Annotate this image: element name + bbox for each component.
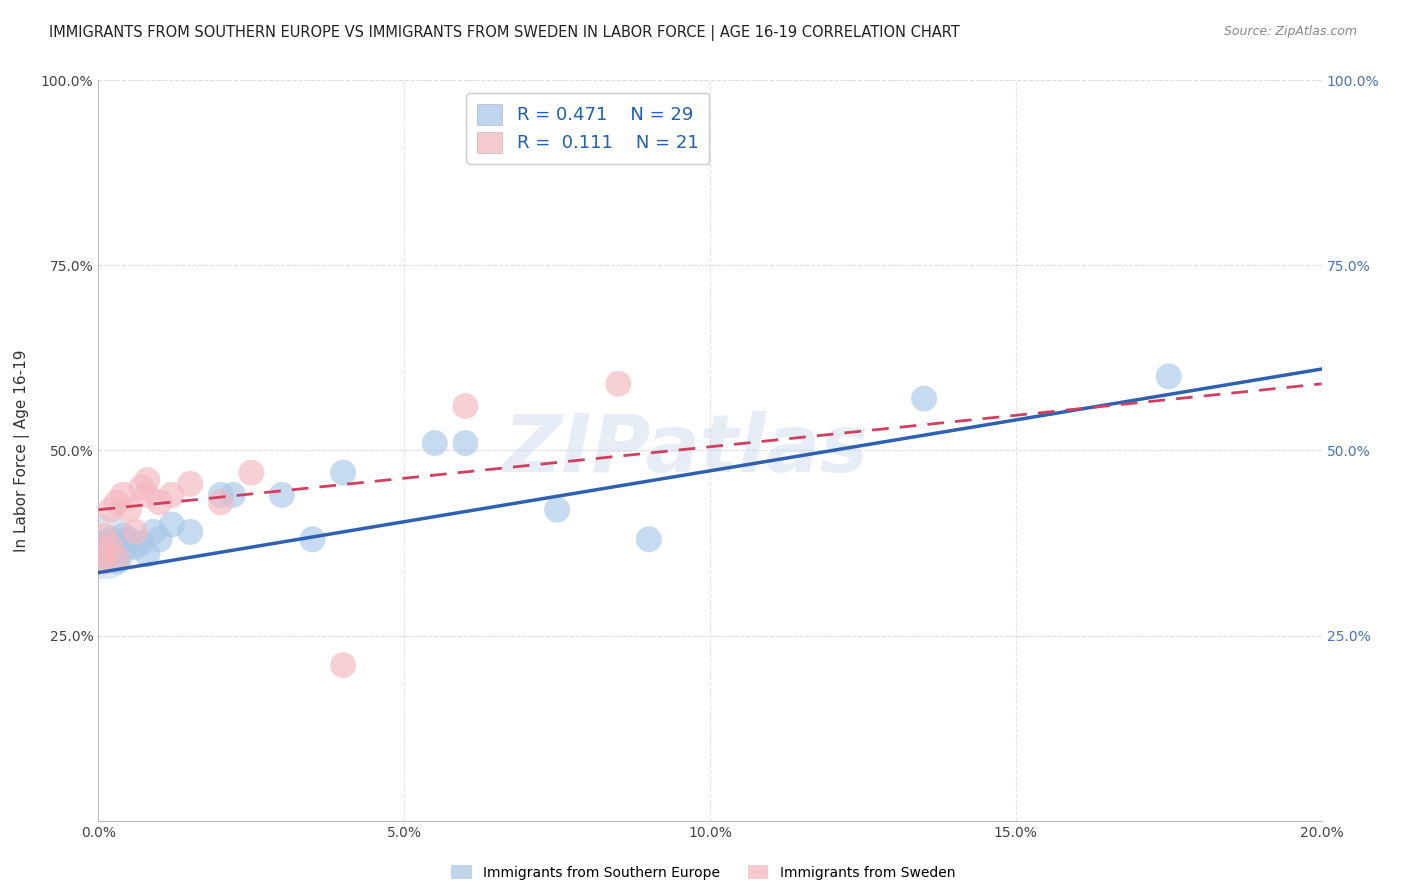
Point [423,436,446,450]
Point [136,473,159,487]
Point [105,495,128,509]
Point [124,524,146,539]
Point [93,547,115,561]
Point [111,528,134,542]
Point [149,495,172,509]
Point [118,533,141,547]
Point [100,502,122,516]
Text: Source: ZipAtlas.com: Source: ZipAtlas.com [1223,25,1357,38]
Point [1157,369,1180,384]
Point [912,392,935,406]
Point [454,399,477,413]
Point [222,488,245,502]
Point [93,550,115,565]
Point [160,517,183,532]
Legend: Immigrants from Southern Europe, Immigrants from Sweden: Immigrants from Southern Europe, Immigra… [446,859,960,885]
Point [332,658,354,673]
Point [100,540,122,554]
Point [93,543,115,558]
Y-axis label: In Labor Force | Age 16-19: In Labor Force | Age 16-19 [14,349,30,552]
Point [637,533,661,547]
Point [105,550,128,565]
Legend: R = 0.471    N = 29, R =  0.111    N = 21: R = 0.471 N = 29, R = 0.111 N = 21 [467,93,709,163]
Point [136,547,159,561]
Point [136,488,159,502]
Point [209,488,232,502]
Point [93,555,115,569]
Text: ZIPatlas: ZIPatlas [503,411,868,490]
Point [454,436,477,450]
Point [149,533,172,547]
Point [179,476,201,491]
Text: IMMIGRANTS FROM SOUTHERN EUROPE VS IMMIGRANTS FROM SWEDEN IN LABOR FORCE | AGE 1: IMMIGRANTS FROM SOUTHERN EUROPE VS IMMIG… [49,25,960,41]
Point [124,540,146,554]
Point [142,524,165,539]
Point [105,555,128,569]
Point [118,502,141,516]
Point [270,488,292,502]
Point [301,533,323,547]
Point [111,543,134,558]
Point [607,376,630,391]
Point [93,528,115,542]
Point [332,466,354,480]
Point [100,533,122,547]
Point [209,495,232,509]
Point [93,540,115,554]
Point [111,488,134,502]
Point [160,488,183,502]
Point [129,480,152,494]
Point [129,536,152,550]
Point [100,547,122,561]
Point [240,466,263,480]
Point [105,536,128,550]
Point [93,536,115,550]
Point [179,524,201,539]
Point [100,540,122,554]
Point [546,502,568,516]
